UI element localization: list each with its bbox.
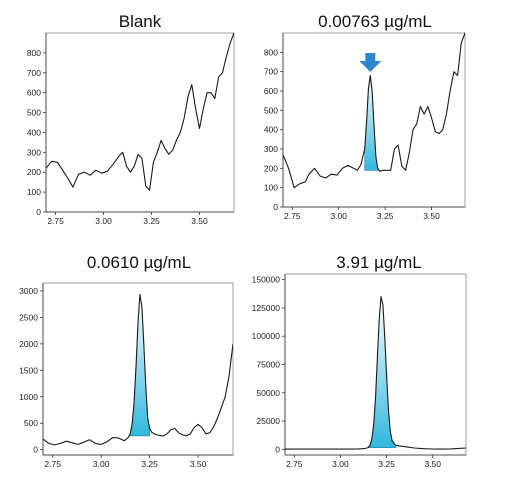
- y-tick-label: 2500: [19, 312, 38, 322]
- y-tick-label: 50000: [256, 388, 280, 398]
- y-tick-label: 800: [27, 48, 41, 58]
- x-tick-label: 2.75: [47, 216, 64, 226]
- y-tick-label: 125000: [252, 303, 281, 313]
- y-tick-label: 0: [36, 207, 41, 217]
- x-tick-label: 3.00: [332, 459, 349, 469]
- x-tick-label: 3.25: [141, 459, 158, 469]
- y-tick-label: 0: [273, 202, 278, 212]
- chart-panel: 0 500 1000 1500 2000 2500 3000 2.75 3.00 3.25 3.50: [19, 282, 234, 469]
- y-tick-label: 300: [27, 147, 41, 157]
- x-tick-label: 3.00: [93, 459, 110, 469]
- x-tick-label: 3.50: [423, 211, 440, 221]
- integrated-peak-area: [367, 296, 397, 448]
- chromatogram-trace: [283, 32, 465, 189]
- chart-title: Blank: [119, 12, 162, 31]
- y-tick-label: 75000: [256, 360, 280, 370]
- x-tick-label: 2.75: [284, 211, 301, 221]
- y-tick-label: 200: [27, 167, 41, 177]
- y-tick-label: 700: [264, 67, 278, 77]
- chromatogram-trace: [285, 296, 466, 450]
- y-tick-label: 300: [264, 144, 278, 154]
- y-tick-label: 1500: [19, 365, 38, 375]
- y-tick-label: 2000: [19, 339, 38, 349]
- y-tick-label: 1000: [19, 392, 38, 402]
- y-tick-label: 500: [24, 418, 38, 428]
- peak-arrow-icon: [359, 53, 382, 72]
- chart-panel: 0 25000 50000 75000 100000 125000 150000 2.75 3.…: [252, 273, 467, 469]
- chart-panel: 0 100 200 300 400 500 600 700 800 2.75 3.00 3.25 3.5…: [264, 32, 466, 221]
- y-tick-label: 0: [275, 444, 280, 454]
- y-tick-label: 600: [264, 86, 278, 96]
- chromatogram-trace: [43, 294, 233, 446]
- x-tick-label: 3.25: [377, 211, 394, 221]
- x-tick-label: 3.25: [378, 459, 395, 469]
- y-tick-label: 400: [27, 127, 41, 137]
- y-tick-label: 500: [27, 108, 41, 118]
- y-tick-label: 3000: [19, 286, 38, 296]
- x-tick-label: 3.00: [330, 211, 347, 221]
- chromatogram-trace: [46, 32, 234, 191]
- x-tick-label: 3.50: [424, 459, 441, 469]
- y-tick-label: 0: [33, 445, 38, 455]
- y-tick-label: 25000: [256, 416, 280, 426]
- x-tick-label: 2.75: [286, 459, 303, 469]
- chart-title: 3.91 µg/mL: [336, 253, 421, 272]
- chart-panel: 0 100 200 300 400 500 600 700 800 2.75 3.00 3.25 3.5…: [27, 32, 235, 226]
- chart-title: 0.00763 µg/mL: [318, 12, 432, 31]
- x-tick-label: 3.50: [191, 216, 208, 226]
- y-tick-label: 100000: [252, 331, 281, 341]
- y-tick-label: 700: [27, 68, 41, 78]
- y-tick-label: 200: [264, 163, 278, 173]
- y-tick-label: 400: [264, 125, 278, 135]
- y-tick-label: 600: [27, 88, 41, 98]
- x-tick-label: 3.25: [143, 216, 160, 226]
- x-tick-label: 3.00: [95, 216, 112, 226]
- chart-title: 0.0610 µg/mL: [87, 253, 191, 272]
- x-tick-label: 2.75: [44, 459, 61, 469]
- y-tick-label: 100: [264, 183, 278, 193]
- y-tick-label: 150000: [252, 275, 281, 285]
- y-tick-label: 500: [264, 105, 278, 115]
- x-tick-label: 3.50: [190, 459, 207, 469]
- y-tick-label: 800: [264, 47, 278, 57]
- y-tick-label: 100: [27, 187, 41, 197]
